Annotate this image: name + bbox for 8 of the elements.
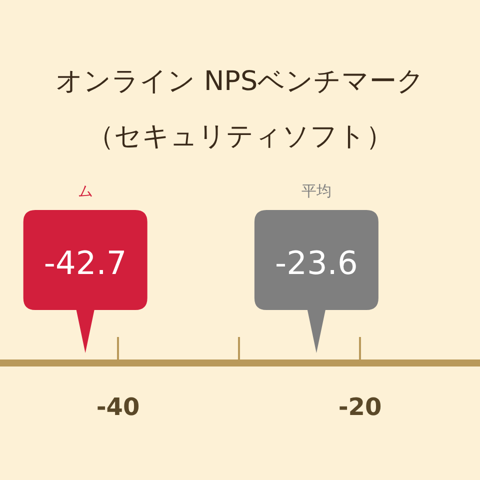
text: -20	[338, 393, 382, 421]
series-label: 平均	[301, 182, 332, 200]
data-label: -42.7	[44, 244, 127, 282]
data-label: -23.6	[275, 244, 358, 282]
series-label: ム	[78, 182, 93, 200]
text: （セキュリティソフト）	[87, 121, 393, 152]
text: -40	[96, 393, 140, 421]
text: オンライン NPSベンチマーク	[55, 66, 425, 97]
